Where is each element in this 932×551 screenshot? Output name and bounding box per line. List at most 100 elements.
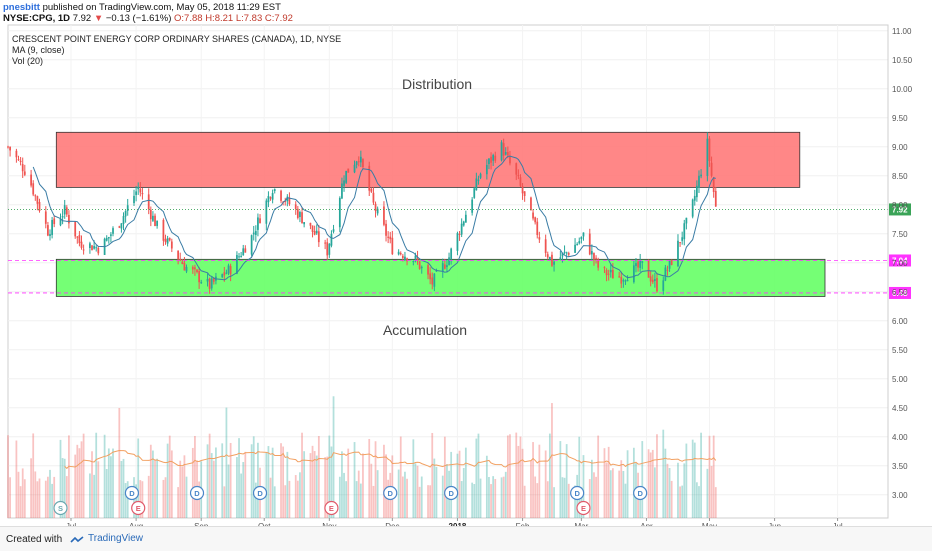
candle-body [582,232,585,237]
volume-bar [194,435,196,518]
volume-bar [110,456,112,518]
candle-body [110,234,112,236]
candle-body [385,223,387,236]
time-axis[interactable]: JulAugSepOctNovDec2018FebMarAprMayJunJul [66,518,843,531]
price-axis[interactable]: 11.00 10.50 10.00 9.50 9.00 8.50 8.00 7.50 7.00 6… [887,25,913,518]
candle-body [341,183,343,199]
candle-body [112,228,114,234]
candle-body [254,231,257,235]
volume-bar [578,436,581,518]
symbol-label[interactable]: NYSE:CPG, 1D [3,13,71,24]
y-tick-label: 4.00 [892,433,908,442]
candle-body [238,256,240,258]
event-marker [576,500,591,516]
y-tick-label: 3.50 [892,462,908,471]
volume-bar [267,446,270,518]
candle-body [19,160,22,163]
candle-body [714,191,717,207]
volume-bar [141,481,144,518]
volume-bar [309,453,312,518]
event-marker [131,500,146,516]
candle-body [236,255,238,274]
volume-bar [164,477,167,518]
volume-bar [374,441,377,518]
candle-body [89,243,91,249]
volume-bar [221,443,224,518]
volume-bar [383,444,385,518]
chart-area[interactable]: 7.04 6.48 7.92 11.00 10.50 10.00 9.50 9.00 8.50… [0,0,932,531]
candle-body [240,255,243,257]
candle-body [450,248,453,259]
volume-bar [105,469,108,518]
distribution-zone [55,131,801,188]
candle-body [578,241,581,244]
volume-bar [225,407,228,518]
candle-body [492,154,495,161]
candle-body [607,273,610,275]
author-name[interactable]: pnesbitt [3,2,40,13]
tradingview-brand[interactable]: TradingView [88,533,144,544]
level-lines: 7.04 6.48 7.92 [8,203,911,299]
candle-body [326,242,329,256]
candle-body [105,238,108,241]
candle-body [605,270,608,276]
volume-bar [271,447,274,518]
candle-body [635,263,637,267]
candle-body [372,192,375,203]
volume-bar [551,403,553,518]
price-change: −0.13 (−1.61%) [105,13,172,24]
y-tick-label: 8.50 [892,172,908,181]
candle-body [488,158,490,165]
volume-bar [420,476,423,518]
volume-bar [154,459,156,518]
candle-body [21,164,24,172]
volume-bar [76,444,79,518]
candle-body [443,264,446,269]
candle-body [177,250,180,260]
candle-body [580,236,583,240]
y-tick-label: 6.50 [892,288,908,297]
volume-bar [265,452,268,518]
candle-body [653,279,656,282]
last-price-tag-label: 7.92 [892,205,908,214]
volume-bar [517,445,520,518]
event-marker-label: S [58,504,63,513]
volume-bar [477,433,480,518]
candle-body [299,211,301,218]
candle-body [345,170,348,183]
volume-bar [506,435,509,518]
volume-bar [656,434,658,518]
candle-body [181,261,184,265]
volume-bar [685,443,688,518]
volume-bar [139,480,142,518]
volume-bar [177,487,180,518]
candle-body [97,247,100,254]
volume-bar [313,451,316,518]
volume-bar [32,433,35,518]
volume-bar [651,449,654,518]
legend-vol[interactable]: Vol (20) [12,56,43,66]
volume-bar [664,448,667,518]
candle-body [618,276,621,278]
candle-body [198,270,201,283]
volume-bar [301,432,303,518]
volume-bar [563,477,566,518]
candle-body [611,269,614,279]
level-tag-label: 6.48 [892,289,908,298]
volume-bar [210,453,213,518]
volume-bar [330,446,333,518]
volume-bar [170,450,173,518]
price-chart[interactable]: 7.04 6.48 7.92 11.00 10.50 10.00 9.50 9.00 8.50… [0,0,932,531]
candle-body [303,222,306,225]
volume-bar [473,484,476,518]
volume-bar [227,464,230,518]
candle-body [271,193,274,200]
candle-body [500,142,503,161]
candle-body [324,242,327,244]
candle-body [7,146,9,148]
candle-body [36,196,39,204]
volume-bar [236,457,238,518]
candle-body [95,247,98,249]
candle-body [296,208,299,218]
legend-ma[interactable]: MA (9, close) [12,45,65,55]
